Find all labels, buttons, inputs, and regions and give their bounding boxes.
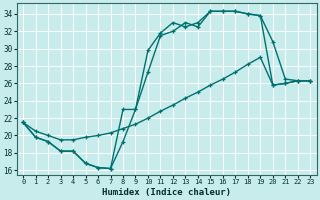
X-axis label: Humidex (Indice chaleur): Humidex (Indice chaleur) [102,188,231,197]
